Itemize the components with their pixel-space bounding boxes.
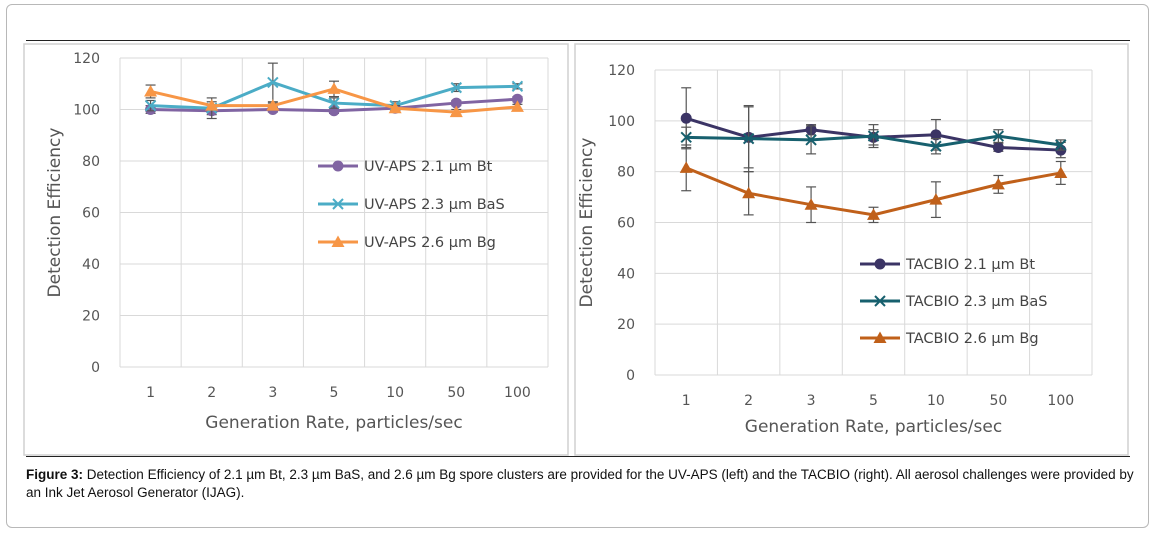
figure-frame — [6, 4, 1149, 528]
data-point — [1054, 166, 1068, 178]
legend-entry: UV-APS 2.1 µm Bt — [318, 159, 493, 175]
data-point — [804, 198, 818, 210]
x-tick-label: 2 — [207, 385, 216, 401]
y-tick-label: 80 — [82, 154, 100, 170]
legend-label: TACBIO 2.1 µm Bt — [905, 257, 1035, 273]
data-point — [511, 93, 523, 105]
y-axis-label: Detection Efficiency — [577, 138, 597, 308]
x-tick-label: 2 — [744, 393, 753, 409]
x-tick-label: 1 — [146, 385, 155, 401]
data-point — [510, 100, 524, 112]
chart-panel-2: 0 20 40 60 80 100 120 1 2 3 5 10 50 100 Generation Rat… — [574, 43, 1129, 456]
data-point — [680, 131, 692, 144]
legend-swatch-marker — [332, 198, 344, 210]
chart-panel-border — [574, 43, 1129, 456]
x-tick-label: 3 — [268, 385, 277, 401]
y-axis-label: Detection Efficiency — [45, 128, 65, 298]
data-point — [930, 140, 942, 152]
x-tick-label: 50 — [989, 393, 1007, 409]
y-tick-label: 0 — [626, 368, 635, 384]
data-point — [992, 130, 1005, 142]
data-point — [930, 129, 942, 141]
y-tick-label: 40 — [82, 257, 100, 273]
data-point — [679, 161, 693, 173]
y-tick-label: 120 — [73, 51, 100, 67]
legend-swatch-marker — [332, 160, 344, 172]
data-point — [867, 130, 880, 142]
data-point — [991, 177, 1005, 190]
y-tick-label: 20 — [82, 309, 100, 325]
data-point — [267, 76, 279, 89]
x-tick-label: 10 — [927, 393, 945, 409]
legend-label: TACBIO 2.6 µm Bg — [905, 331, 1039, 347]
x-tick-label: 100 — [504, 385, 531, 401]
x-axis-label: Generation Rate, particles/sec — [205, 413, 462, 433]
x-tick-label: 5 — [869, 393, 878, 409]
y-tick-label: 80 — [617, 165, 635, 181]
data-point — [450, 97, 462, 109]
data-point — [867, 208, 880, 220]
data-point — [450, 81, 462, 94]
y-tick-label: 0 — [91, 360, 100, 376]
legend-entry: TACBIO 2.6 µm Bg — [860, 331, 1039, 347]
legend-swatch-marker — [874, 295, 886, 307]
y-tick-label: 100 — [73, 103, 100, 119]
y-tick-label: 120 — [608, 63, 635, 79]
legend-entry: UV-APS 2.6 µm Bg — [318, 235, 496, 251]
data-point — [742, 186, 756, 199]
data-point — [388, 101, 402, 114]
y-tick-label: 40 — [617, 266, 635, 282]
data-point — [144, 99, 157, 112]
x-tick-label: 1 — [682, 393, 691, 409]
y-tick-label: 60 — [82, 206, 100, 222]
data-point — [449, 105, 463, 118]
legend-swatch-marker — [874, 258, 886, 270]
data-point — [144, 84, 158, 97]
legend-entry: UV-APS 2.3 µm BaS — [318, 197, 505, 213]
legend-entry: TACBIO 2.1 µm Bt — [860, 257, 1035, 273]
data-point — [266, 99, 280, 111]
data-point — [929, 193, 943, 205]
data-point — [742, 132, 755, 145]
x-tick-label: 100 — [1047, 393, 1074, 409]
chart-panel-1: 0 20 40 60 80 100 120 1 2 3 5 10 50 100 Generation Rat… — [23, 43, 569, 456]
y-tick-label: 60 — [617, 216, 635, 232]
series-3 — [679, 144, 1068, 224]
legend-entry: TACBIO 2.3 µm BaS — [860, 294, 1047, 310]
data-point — [511, 80, 524, 93]
legend-label: UV-APS 2.1 µm Bt — [364, 159, 493, 175]
data-point — [992, 142, 1004, 154]
legend-swatch-marker — [331, 235, 345, 247]
x-tick-label: 50 — [447, 385, 465, 401]
x-tick-label: 10 — [386, 385, 404, 401]
series-3 — [144, 80, 524, 118]
x-tick-label: 5 — [330, 385, 339, 401]
legend-label: UV-APS 2.6 µm Bg — [364, 235, 496, 251]
data-point — [205, 99, 219, 111]
data-point — [327, 82, 341, 94]
y-tick-label: 100 — [608, 114, 635, 130]
x-axis-label: Generation Rate, particles/sec — [745, 417, 1002, 437]
legend-label: UV-APS 2.3 µm BaS — [364, 197, 505, 213]
caption-text: Detection Efficiency of 2.1 µm Bt, 2.3 µ… — [26, 467, 1134, 500]
x-tick-label: 3 — [807, 393, 816, 409]
data-point — [328, 97, 340, 109]
legend-swatch-marker — [873, 331, 887, 343]
data-point — [680, 112, 692, 124]
y-tick-label: 20 — [617, 317, 635, 333]
caption-label: Figure 3: — [26, 467, 84, 482]
figure-caption: Figure 3: Detection Efficiency of 2.1 µm… — [26, 466, 1136, 502]
chart-panel-border — [23, 43, 569, 456]
chart-area — [26, 40, 1130, 457]
data-point — [1055, 139, 1067, 151]
data-point — [805, 134, 817, 146]
series-2 — [680, 104, 1067, 173]
legend-label: TACBIO 2.3 µm BaS — [905, 294, 1047, 310]
